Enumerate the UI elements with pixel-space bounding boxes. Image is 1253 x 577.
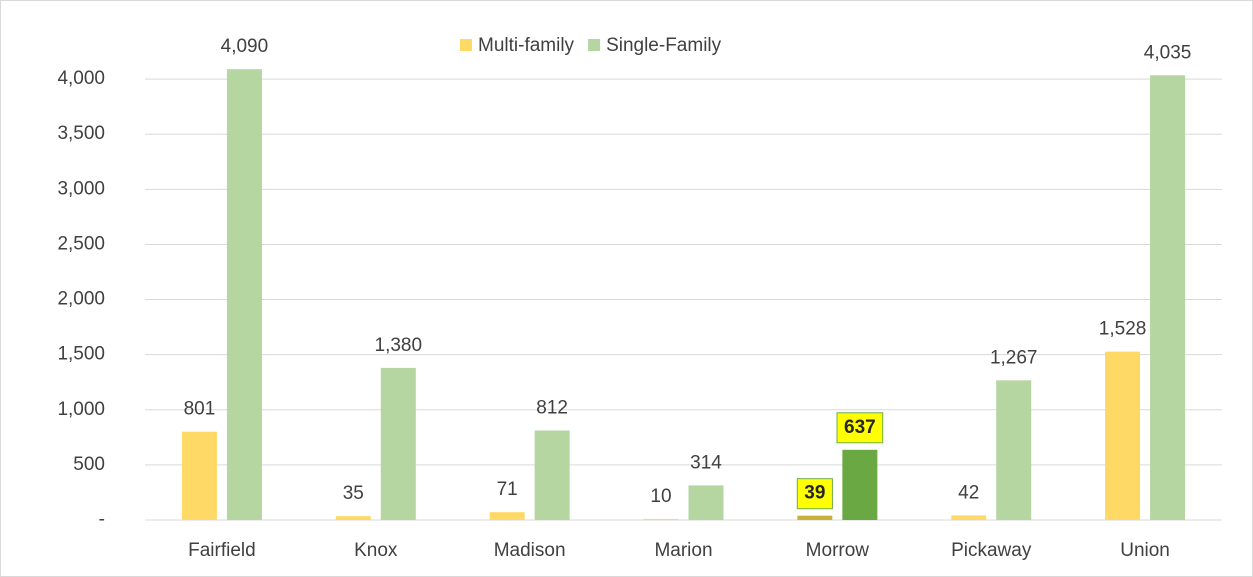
bar [951, 515, 987, 520]
data-label: 314 [690, 452, 722, 473]
data-label: 4,090 [221, 36, 269, 57]
y-tick-label: 2,500 [57, 233, 105, 254]
bar [380, 367, 416, 520]
x-tick-label: Fairfield [188, 540, 256, 561]
legend-swatch [588, 39, 601, 51]
data-label: 801 [184, 399, 216, 420]
x-tick-label: Madison [494, 540, 566, 561]
y-tick-label: 1,500 [57, 344, 105, 365]
x-tick-label: Knox [354, 540, 398, 561]
data-label: 39 [804, 483, 825, 504]
bar [688, 485, 724, 520]
x-tick-label: Marion [654, 540, 712, 561]
bar [489, 512, 525, 520]
bar [181, 431, 217, 520]
y-tick-label: 2,000 [57, 289, 105, 310]
data-label: 1,528 [1099, 319, 1147, 340]
data-label: 1,267 [990, 347, 1038, 368]
legend-label: Single-Family [606, 35, 722, 56]
bar [842, 449, 878, 520]
bar [1105, 351, 1141, 520]
bar [996, 380, 1032, 520]
y-tick-label: 4,000 [57, 68, 105, 89]
bar [797, 515, 833, 520]
bar [335, 516, 371, 520]
x-tick-label: Union [1120, 540, 1170, 561]
data-label-box [836, 412, 884, 444]
y-tick-label: 1,000 [57, 399, 105, 420]
data-label: 10 [650, 486, 671, 507]
data-label: 4,035 [1144, 42, 1192, 63]
bar [643, 518, 679, 520]
y-tick-label: 500 [73, 454, 105, 475]
data-label: 35 [343, 483, 364, 504]
bar [1150, 75, 1186, 521]
bar [534, 430, 570, 520]
x-tick-label: Pickaway [951, 540, 1032, 561]
bar [226, 69, 262, 521]
data-label: 71 [497, 479, 518, 500]
y-tick-label: 3,000 [57, 178, 105, 199]
y-tick-label: 3,500 [57, 123, 105, 144]
x-tick-label: Morrow [806, 540, 870, 561]
data-label-box [796, 478, 833, 510]
legend-label: Multi-family [478, 35, 575, 56]
data-label: 42 [958, 482, 979, 503]
data-label: 637 [844, 417, 876, 438]
data-label: 812 [536, 398, 568, 419]
data-label: 1,380 [375, 335, 423, 356]
y-tick-label: - [99, 509, 105, 530]
legend-swatch [460, 39, 472, 51]
